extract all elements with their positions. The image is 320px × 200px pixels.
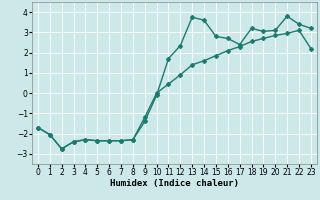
X-axis label: Humidex (Indice chaleur): Humidex (Indice chaleur)	[110, 179, 239, 188]
